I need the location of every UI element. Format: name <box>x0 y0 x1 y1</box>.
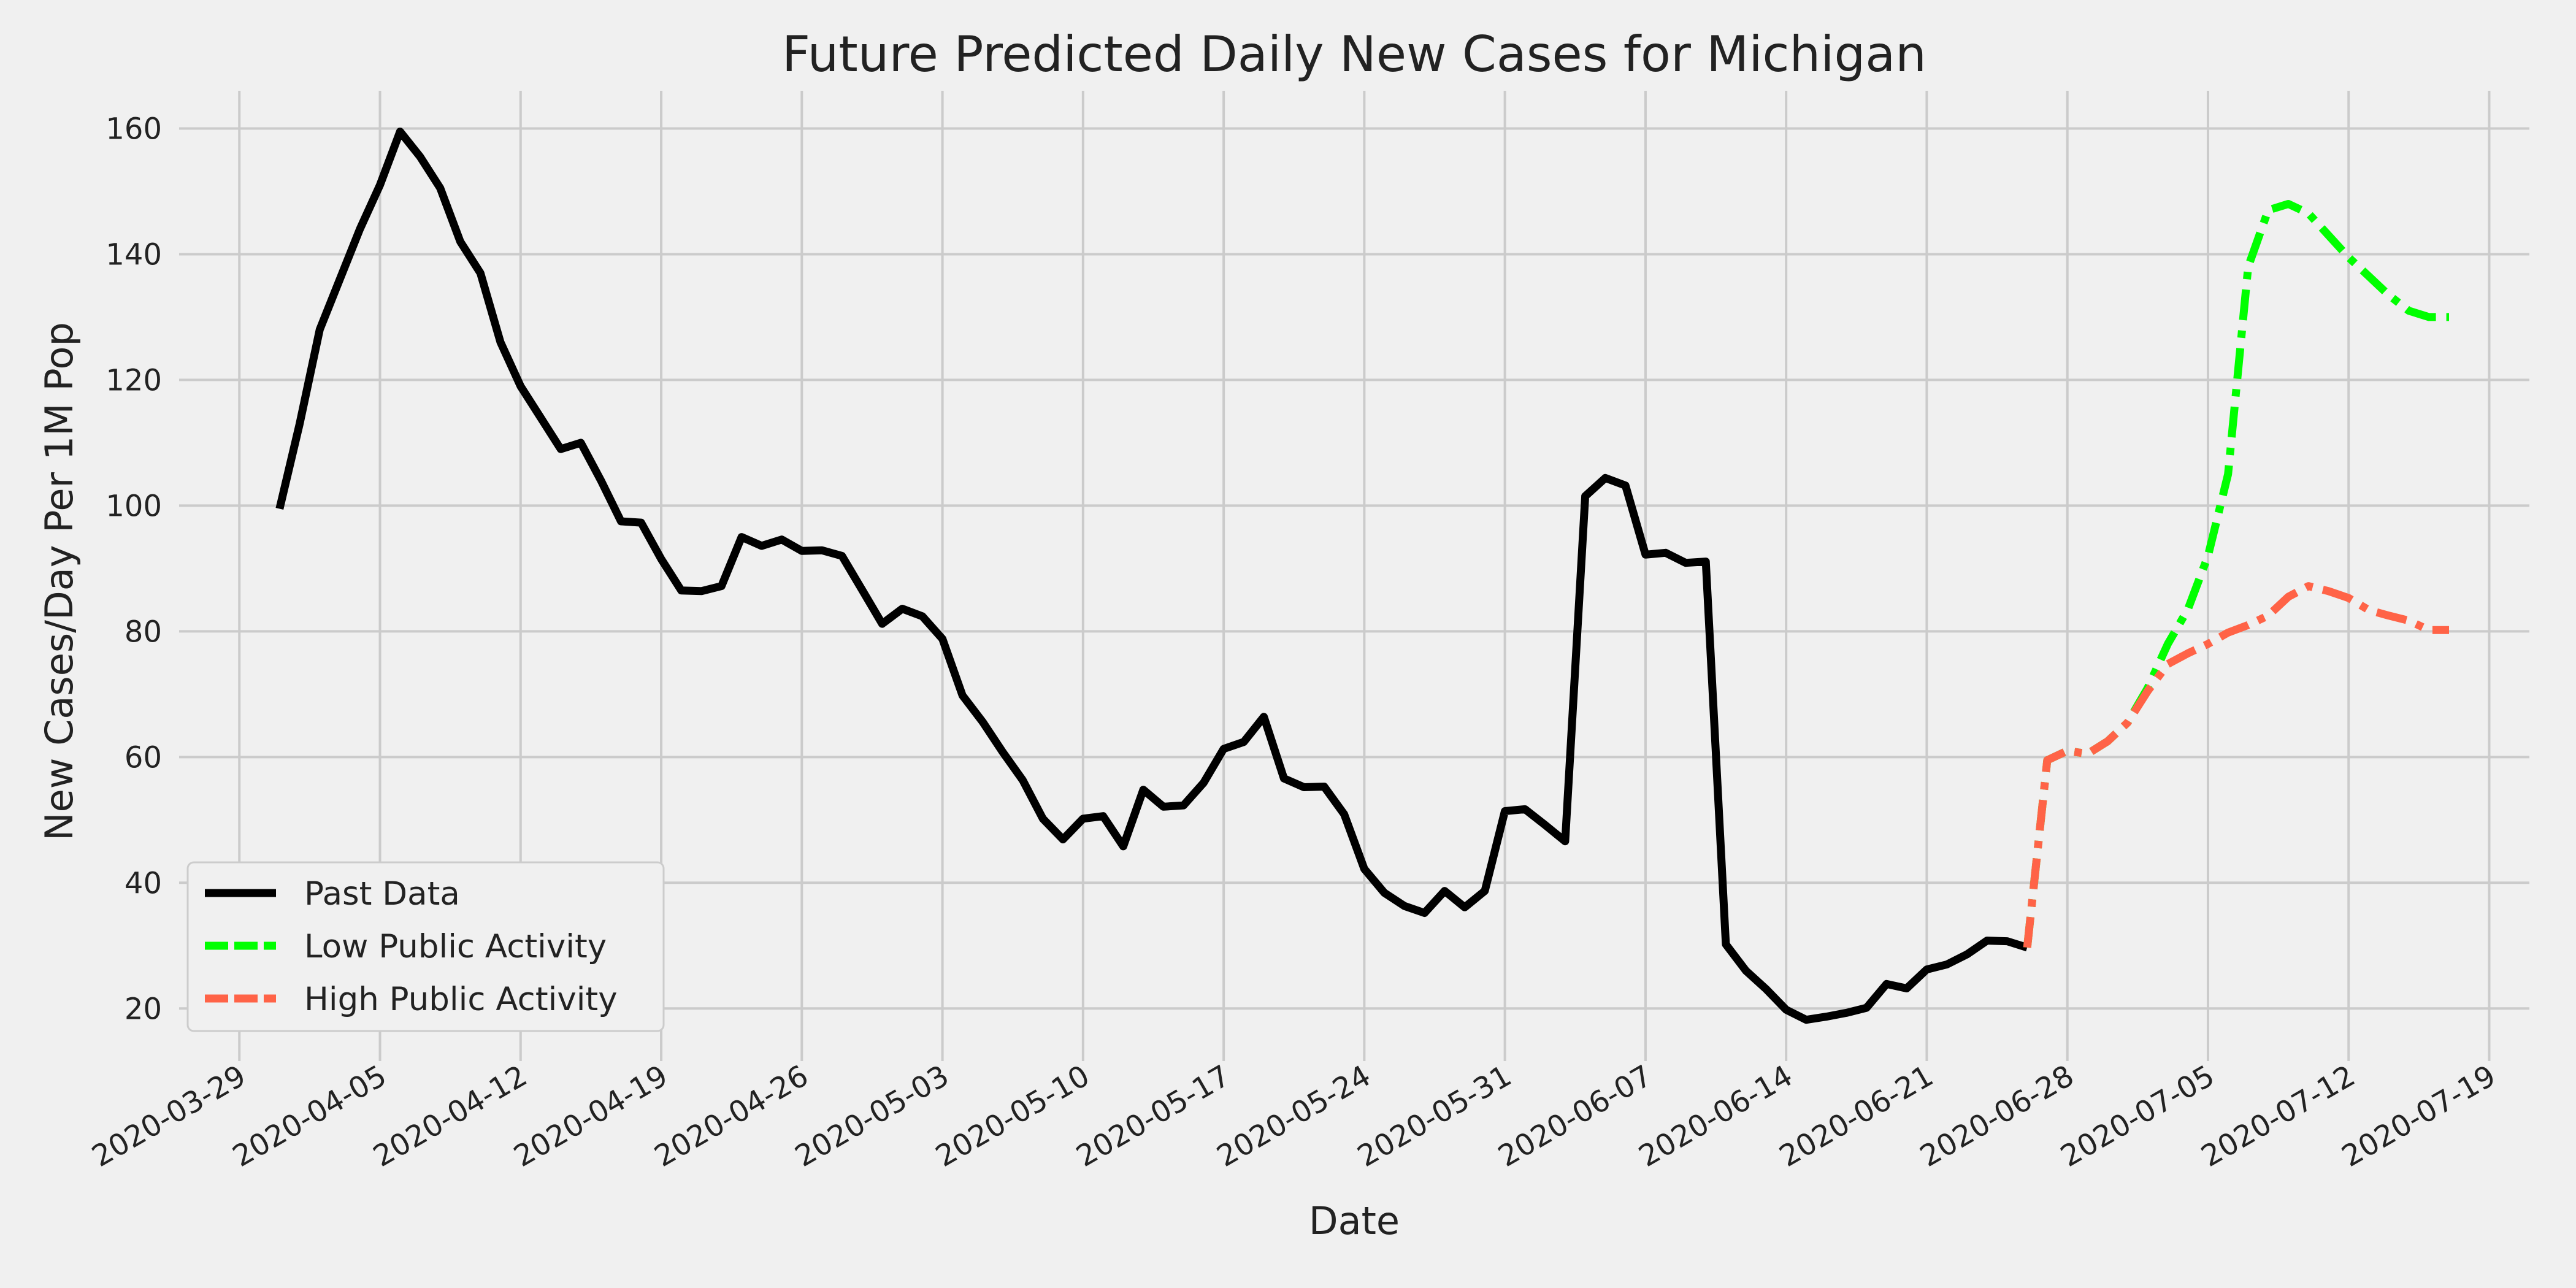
y-tick-label: 20 <box>125 992 162 1026</box>
y-tick-label: 100 <box>105 489 162 523</box>
y-tick-label: 160 <box>105 112 162 146</box>
y-tick-label: 40 <box>125 866 162 900</box>
legend-box <box>186 861 665 1032</box>
legend-label-high-public-activity: High Public Activity <box>304 981 618 1018</box>
legend-label-past-data: Past Data <box>304 875 460 913</box>
x-axis-label: Date <box>1309 1198 1400 1243</box>
y-axis-ticks: 20 40 60 80 100 120 140 160 <box>105 112 162 1026</box>
series-lines <box>275 128 2449 1024</box>
y-tick-label: 60 <box>125 740 162 775</box>
y-tick-label: 120 <box>105 363 162 397</box>
series-line-high-public-activity <box>2023 582 2449 948</box>
y-axis-label: New Cases/Day Per 1M Pop <box>37 322 82 841</box>
series-line-past-data <box>275 128 2029 1024</box>
legend: Past Data Low Public Activity High Public … <box>186 861 665 1032</box>
grid <box>179 91 2529 1052</box>
legend-label-low-public-activity: Low Public Activity <box>304 928 607 965</box>
y-tick-label: 80 <box>125 615 162 649</box>
y-tick-label: 140 <box>105 237 162 272</box>
chart-title: Future Predicted Daily New Cases for Mic… <box>782 26 1926 83</box>
